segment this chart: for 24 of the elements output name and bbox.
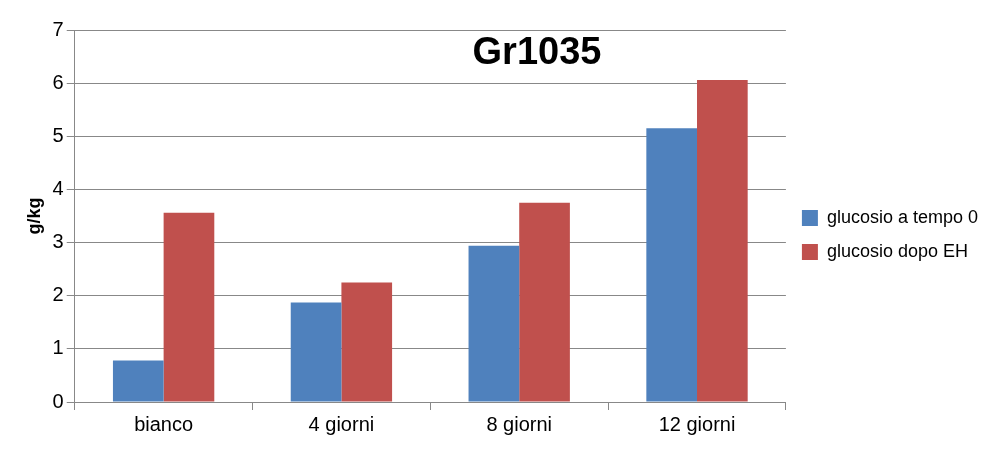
y-tick-label: 5 bbox=[52, 123, 64, 146]
chart-title: Gr1035 bbox=[472, 30, 602, 73]
x-tick-label: 12 giorni bbox=[658, 412, 736, 435]
y-tick-label: 4 bbox=[52, 176, 64, 199]
bar bbox=[519, 202, 570, 402]
x-tick-label: 8 giorni bbox=[486, 412, 553, 435]
bar bbox=[112, 360, 164, 402]
x-tick-label: 4 giorni bbox=[308, 412, 375, 435]
bar bbox=[341, 282, 393, 402]
y-tick-label: 2 bbox=[52, 283, 64, 306]
y-tick-label: 0 bbox=[52, 389, 64, 412]
bar bbox=[290, 302, 342, 402]
bar bbox=[646, 128, 698, 402]
y-tick-label: 7 bbox=[52, 17, 64, 40]
y-tick-label: 3 bbox=[52, 230, 64, 253]
bar bbox=[468, 245, 520, 402]
bar bbox=[163, 212, 215, 402]
y-tick-label: 1 bbox=[52, 336, 64, 359]
bar bbox=[697, 79, 748, 402]
legend-label: glucosio dopo EH bbox=[826, 240, 968, 261]
x-tick-label: bianco bbox=[134, 412, 194, 435]
y-tick-label: 6 bbox=[52, 70, 64, 93]
y-axis-title: g/kg bbox=[23, 197, 44, 235]
legend-label: glucosio a tempo 0 bbox=[826, 206, 978, 227]
